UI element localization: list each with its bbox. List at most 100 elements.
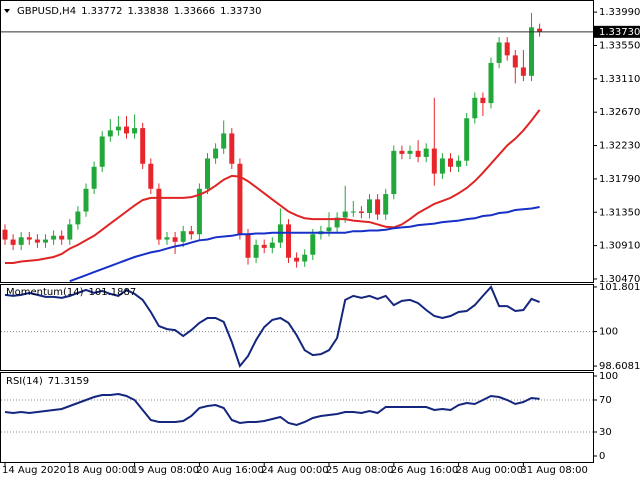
candle-body [34, 239, 40, 243]
high-label: 1.33838 [127, 6, 168, 17]
candle-body [537, 28, 543, 32]
indicator-name: RSI(14) [6, 376, 43, 387]
y-tick-label: 101.8013 [599, 282, 640, 293]
y-tick-label: 1.32230 [599, 141, 640, 152]
y-tick-label: 1.30470 [599, 274, 640, 285]
symbol: GBPUSD,H4 [17, 6, 76, 17]
candle-body [221, 133, 227, 149]
candle-body [423, 148, 429, 157]
candle-body [148, 163, 154, 189]
candle-body [520, 67, 526, 76]
panel-frame [0, 372, 594, 463]
candle-body [18, 237, 24, 245]
candle-body [407, 150, 413, 154]
y-tick-label: 100 [599, 327, 618, 338]
x-tick-label: 24 Aug 00:00 [261, 465, 328, 476]
candle-body [334, 217, 340, 228]
candle-body [140, 128, 146, 164]
candle-body [132, 128, 138, 134]
panel-frame [0, 284, 594, 371]
candle-body [10, 239, 16, 245]
candle-body [205, 158, 210, 189]
candle-body [180, 231, 186, 242]
candle-body [188, 231, 194, 235]
panel-frame [0, 0, 594, 283]
moving-average [69, 206, 540, 283]
y-tick-label: 1.33550 [599, 40, 640, 51]
candle-body [59, 235, 65, 240]
candle-body [302, 254, 308, 262]
indicator-line [4, 285, 540, 369]
x-tick-label: 28 Aug 00:00 [456, 465, 523, 476]
candle-body [156, 188, 162, 240]
x-tick-label: 31 Aug 08:00 [520, 465, 587, 476]
candle-body [213, 148, 219, 159]
candle-body [480, 97, 486, 104]
candle-body [99, 136, 105, 167]
chart-title: GBPUSD,H4 1.33772 1.33838 1.33666 1.33730 [17, 6, 262, 17]
candle-body [472, 97, 478, 119]
y-tick-label: 1.32670 [599, 107, 640, 118]
plot-area [1, 12, 593, 427]
candle-body [83, 188, 89, 212]
candle-body [124, 126, 129, 134]
candle-body [342, 211, 348, 218]
candle-body [529, 27, 534, 76]
candle-body [383, 194, 389, 215]
candle-body [488, 62, 494, 104]
candle-body [245, 234, 251, 258]
y-tick-label: 1.31350 [599, 207, 640, 218]
indicator-name: Momentum(14) [6, 287, 84, 298]
x-tick-label: 18 Aug 00:00 [67, 465, 134, 476]
candle-body [439, 158, 445, 174]
low-label: 1.33666 [174, 6, 215, 17]
candle-body [431, 148, 437, 174]
x-tick-label: 25 Aug 08:00 [326, 465, 393, 476]
candle-body [269, 242, 275, 248]
momentum-title: Momentum(14) 101.1887 [6, 287, 136, 298]
y-tick-label: 1.33110 [599, 74, 640, 85]
candle-body [261, 244, 267, 248]
candle-body [367, 199, 372, 214]
y-tick-label: 70 [599, 395, 612, 406]
candle-body [448, 158, 453, 167]
indicator-value: 101.1887 [89, 287, 137, 298]
y-tick-label: 1.31790 [599, 174, 640, 185]
candle-body [391, 150, 397, 195]
candle-body [229, 133, 235, 164]
candle-body [2, 229, 8, 240]
candle-body [75, 211, 81, 225]
close-label: 1.33730 [220, 6, 261, 17]
labels: GBPUSD,H4 1.33772 1.33838 1.33666 1.33730 Mo… [2, 6, 640, 476]
candle-body [253, 244, 259, 258]
indicator-line [4, 392, 540, 427]
candle-body [286, 224, 291, 258]
x-tick-label: 19 Aug 08:00 [132, 465, 199, 476]
candle-body [310, 234, 316, 255]
candle-body [26, 237, 32, 240]
x-tick-label: 26 Aug 16:00 [391, 465, 458, 476]
current-price-tag [594, 25, 640, 38]
y-tick-label: 0 [599, 451, 605, 462]
candle-body [326, 227, 332, 232]
candle-body [464, 118, 470, 161]
y-tick-label: 1.33990 [599, 7, 640, 18]
menu-triangle [4, 9, 10, 13]
current-price-label: 1.33730 [599, 27, 640, 38]
candle-body [115, 126, 121, 131]
indicator-value: 71.3159 [48, 376, 89, 387]
candle-body [43, 239, 48, 243]
candle-body [294, 257, 300, 262]
candle-body [496, 42, 502, 63]
rsi-title: RSI(14) 71.3159 [6, 376, 89, 387]
candle-body [164, 237, 170, 240]
candle-body [399, 150, 405, 154]
candle-body [67, 224, 73, 240]
panels [0, 0, 597, 463]
candle-body [504, 42, 510, 56]
open-label: 1.33772 [81, 6, 122, 17]
candle-body [107, 130, 113, 137]
x-tick-label: 20 Aug 16:00 [196, 465, 263, 476]
